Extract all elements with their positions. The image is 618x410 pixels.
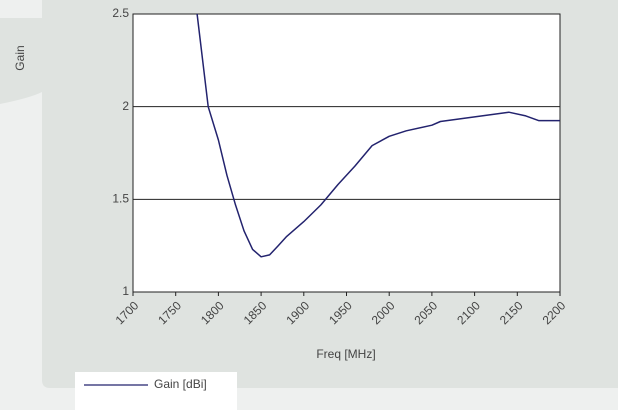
y-axis-label: Gain xyxy=(13,45,27,70)
y-tick-label: 2.5 xyxy=(112,6,129,20)
legend xyxy=(75,372,237,410)
legend-label: Gain [dBi] xyxy=(154,377,207,391)
y-tick-label: 1.5 xyxy=(112,192,129,206)
y-tick-label: 1 xyxy=(122,284,129,298)
y-tick-label: 2 xyxy=(122,99,129,113)
tab-gap xyxy=(0,0,42,18)
plot-area xyxy=(132,13,561,293)
tab xyxy=(0,18,42,104)
line-series xyxy=(196,13,560,258)
x-axis-label: Freq [MHz] xyxy=(316,347,375,361)
